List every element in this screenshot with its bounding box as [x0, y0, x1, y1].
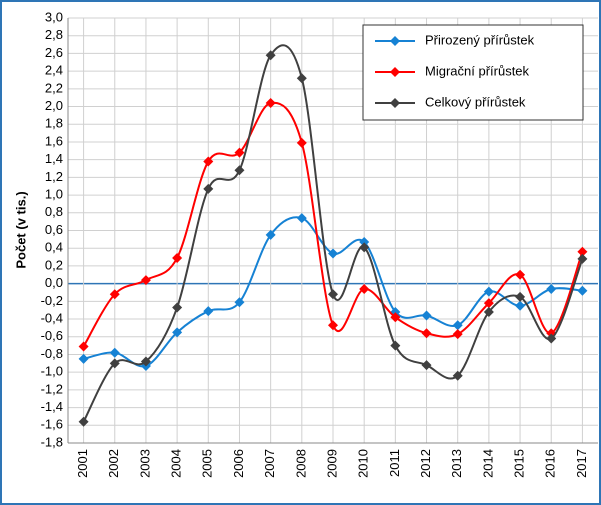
x-tick-label: 2006 — [231, 449, 246, 478]
marker — [78, 353, 89, 364]
marker — [483, 298, 494, 309]
marker — [546, 333, 557, 344]
marker — [577, 253, 588, 264]
legend-label: Celkový přírůstek — [425, 94, 526, 109]
y-tick-label: 0,4 — [45, 240, 63, 255]
marker — [234, 147, 245, 158]
marker — [483, 306, 494, 317]
marker — [515, 269, 526, 280]
marker — [234, 165, 245, 176]
x-tick-label: 2010 — [356, 449, 371, 478]
marker — [577, 285, 588, 296]
marker — [390, 312, 401, 323]
x-tick-label: 2001 — [75, 449, 90, 478]
marker — [172, 252, 183, 263]
marker — [328, 248, 338, 259]
y-tick-label: 1,4 — [45, 151, 63, 166]
marker — [421, 360, 432, 371]
y-tick-label: 3,0 — [45, 9, 63, 24]
marker — [109, 358, 120, 369]
x-tick-label: 2015 — [511, 449, 526, 478]
marker — [359, 242, 370, 253]
marker — [452, 370, 463, 381]
y-tick-label: -1,6 — [41, 417, 63, 432]
marker — [483, 286, 494, 297]
y-tick-label: 0,8 — [45, 204, 63, 219]
y-tick-label: 1,6 — [45, 133, 63, 148]
legend-marker — [390, 98, 400, 108]
y-tick-label: -0,2 — [41, 293, 63, 308]
legend-marker — [390, 36, 400, 46]
marker — [78, 341, 89, 352]
y-tick-label: 0,0 — [45, 275, 63, 290]
marker — [203, 306, 214, 317]
y-tick-label: 0,6 — [45, 222, 63, 237]
y-axis-label: Počet (v tis.) — [13, 191, 28, 268]
y-tick-label: -0,6 — [41, 328, 63, 343]
marker — [546, 283, 557, 294]
x-tick-label: 2004 — [169, 449, 184, 478]
y-tick-label: 2,6 — [45, 45, 63, 60]
marker — [140, 275, 151, 286]
marker — [328, 289, 338, 300]
marker — [515, 300, 526, 311]
marker — [265, 50, 276, 61]
marker — [140, 356, 151, 367]
y-tick-label: 0,2 — [45, 257, 63, 272]
legend-label: Migrační přírůstek — [425, 63, 530, 78]
x-tick-label: 2005 — [200, 449, 215, 478]
marker — [265, 229, 276, 240]
y-tick-label: 2,2 — [45, 80, 63, 95]
marker — [296, 137, 307, 148]
y-tick-label: 1,0 — [45, 187, 63, 202]
marker — [359, 237, 370, 248]
marker — [203, 183, 214, 194]
x-tick-label: 2012 — [418, 449, 433, 478]
y-tick-label: 2,4 — [45, 63, 63, 78]
marker — [172, 302, 183, 313]
marker — [577, 246, 588, 257]
y-tick-label: -1,4 — [41, 399, 63, 414]
marker — [515, 291, 526, 302]
y-tick-label: -1,2 — [41, 381, 63, 396]
y-tick-label: -1,0 — [41, 364, 63, 379]
x-tick-label: 2009 — [324, 449, 339, 478]
y-tick-label: 2,0 — [45, 98, 63, 113]
marker — [421, 328, 432, 339]
marker — [359, 283, 370, 294]
marker — [421, 310, 432, 321]
x-tick-label: 2011 — [387, 449, 402, 477]
x-tick-label: 2017 — [574, 449, 589, 478]
x-tick-label: 2007 — [262, 449, 277, 478]
marker — [78, 416, 89, 427]
y-tick-label: 1,2 — [45, 169, 63, 184]
marker — [452, 320, 463, 331]
marker — [172, 327, 183, 338]
marker — [109, 347, 120, 358]
x-tick-label: 2002 — [106, 449, 121, 478]
y-tick-label: 1,8 — [45, 116, 63, 131]
y-tick-label: -1,8 — [41, 434, 63, 449]
y-tick-label: -0,8 — [41, 346, 63, 361]
y-tick-label: -0,4 — [41, 310, 63, 325]
legend-marker — [390, 67, 400, 77]
marker — [390, 340, 401, 351]
x-tick-label: 2014 — [480, 449, 495, 478]
x-tick-label: 2016 — [543, 449, 558, 478]
marker — [203, 156, 214, 167]
marker — [234, 297, 245, 308]
marker — [328, 320, 338, 331]
y-tick-label: 2,8 — [45, 27, 63, 42]
x-tick-label: 2003 — [137, 449, 152, 478]
marker — [452, 329, 463, 340]
marker — [296, 213, 307, 224]
legend-label: Přirozený přírůstek — [425, 32, 535, 47]
x-tick-label: 2013 — [449, 449, 464, 478]
x-tick-label: 2008 — [293, 449, 308, 478]
marker — [109, 289, 120, 300]
marker — [296, 73, 307, 84]
marker — [265, 98, 276, 108]
